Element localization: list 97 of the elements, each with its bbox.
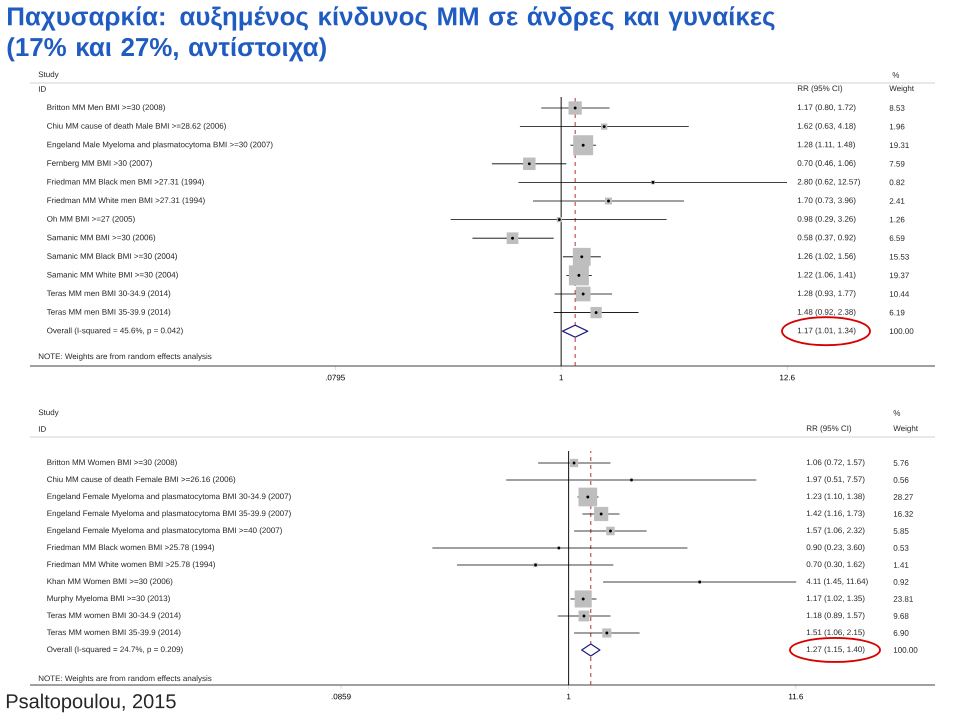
annotation: 0.56 (894, 477, 908, 483)
annotation: 0.70 (0.30, 1.62) (806, 561, 864, 569)
y-tick-label: Murphy Myeloma BMI >=30 (2013) (47, 595, 170, 603)
annotation: 1.22 (1.06, 1.41) (798, 272, 856, 280)
annotation: 8.53 (890, 105, 904, 111)
annotation: 6.59 (890, 235, 904, 242)
annotation: 1.26 (1.02, 1.56) (798, 253, 856, 261)
annotation: 100.00 (890, 328, 914, 334)
annotation: 1.17 (0.80, 1.72) (798, 104, 856, 112)
annotation: 1.28 (0.93, 1.77) (798, 290, 856, 298)
annotation: 0.53 (894, 545, 908, 551)
annotation: 7.59 (890, 160, 904, 167)
annotation: 5.76 (894, 460, 908, 466)
annotation: 6.19 (890, 310, 904, 316)
point (576, 286, 591, 302)
text: Weight (889, 85, 914, 93)
y-tick-label: Engeland Male Myeloma and plasmatocytoma BMI >=30 (2007) (47, 141, 273, 149)
annotation: 1.62 (0.63, 4.18) (798, 122, 856, 130)
text: Study (38, 71, 59, 79)
annotation: 4.11 (1.45, 11.64) (806, 578, 868, 586)
annotation: NOTE: Weights are from random effects analysis (38, 675, 212, 683)
annotation: 100.00 (894, 647, 918, 653)
annotation: 10.44 (890, 291, 910, 297)
annotation: 1.96 (890, 124, 904, 130)
y-tick-label: Teras MM men BMI 30-34.9 (2014) (46, 290, 170, 298)
y-tick-label: Oh MM BMI >=27 (2005) (47, 216, 135, 224)
annotation: 0.70 (0.46, 1.06) (798, 160, 856, 168)
annotation: 0.98 (0.29, 3.26) (798, 216, 856, 224)
annotation: 1.51 (1.06, 2.15) (806, 629, 864, 637)
y-tick-label: Overall (I-squared = 24.7%, p = 0.209) (47, 646, 183, 654)
annotation: 9.68 (894, 613, 908, 619)
y-tick-label: Chiu MM cause of death Male BMI >=28.62 (2006) (47, 122, 226, 130)
annotation: 1.57 (1.06, 2.32) (806, 527, 864, 535)
y-tick-label: Samanic MM White BMI >=30 (2004) (47, 272, 178, 280)
y-tick-label: Engeland Female Myeloma and plasmatocytoma BMI 30-34.9 (2007) (47, 493, 291, 501)
annotation: 1.28 (1.11, 1.48) (798, 141, 855, 149)
annotation: 6.90 (894, 630, 909, 636)
annotation: 1.70 (0.73, 3.96) (798, 197, 856, 205)
text: Study (38, 409, 59, 417)
annotation: 1.42 (1.16, 1.73) (806, 510, 864, 518)
annotation: 1.97 (0.51, 7.57) (806, 476, 864, 484)
y-tick-label: Friedman MM Black men BMI >27.31 (1994) (47, 178, 204, 186)
x-tick-label: 1 (567, 694, 570, 700)
annotation: 23.81 (894, 596, 913, 602)
x-tick-label: 11.6 (789, 694, 804, 700)
annotation: 0.92 (894, 579, 908, 585)
annotation: 19.37 (890, 272, 909, 278)
y-tick-label: Friedman MM Black women BMI >25.78 (1994) (47, 544, 214, 552)
annotation: 1.06 (0.72, 1.57) (806, 459, 864, 467)
y-tick-label: Teras MM men BMI 35-39.9 (2014) (46, 308, 170, 316)
y-tick-label: Samanic MM BMI >=30 (2006) (47, 234, 156, 242)
text: % (894, 410, 900, 416)
annotation: 1.48 (0.92, 2.38) (798, 308, 856, 316)
annotation: 5.85 (894, 528, 909, 534)
text: ID (38, 426, 46, 432)
y-tick-label: Engeland Female Myeloma and plasmatocytoma BMI >=40 (2007) (47, 527, 282, 535)
x-tick-label: .0795 (326, 374, 345, 380)
x-tick-label: 12.6 (780, 374, 795, 380)
x-tick-label: .0859 (332, 694, 351, 700)
annotation: 1.41 (894, 562, 908, 568)
annotation: 0.82 (890, 180, 904, 186)
annotation: 16.32 (894, 511, 913, 517)
y-tick-label: Khan MM Women BMI >=30 (2006) (47, 578, 172, 586)
annotation: 1.26 (890, 216, 904, 222)
y-tick-label: Samanic MM Black BMI >=30 (2004) (47, 253, 177, 261)
y-tick-label: Teras MM women BMI 35-39.9 (2014) (46, 629, 180, 637)
annotation: 1.17 (1.02, 1.35) (806, 595, 864, 603)
annotation: 1.23 (1.10, 1.38) (806, 493, 864, 501)
text: RR (95% CI) (806, 425, 852, 433)
x-tick-label: 1 (560, 374, 563, 380)
text: RR (95% CI) (798, 85, 842, 93)
chart-title: Παχυσαρκία: αυξημένος κίνδυνος ΜΜ σε άνδρες και γυναίκες (17% και 27%, αντίστοιχα) (8, 6, 775, 62)
annotation: 15.53 (890, 254, 909, 260)
y-tick-label: Overall (I-squared = 45.6%, p = 0.042) (47, 327, 183, 335)
y-tick-label: Friedman MM White men BMI >27.31 (1994) (47, 197, 205, 205)
point (568, 101, 582, 115)
y-tick-label: Fernberg MM BMI >30 (2007) (47, 160, 152, 168)
annotation: NOTE: Weights are from random effects analysis (38, 353, 212, 361)
text: Psaltopoulou, 2015 (6, 694, 176, 712)
y-tick-label: Engeland Female Myeloma and plasmatocytoma BMI 35-39.9 (2007) (47, 510, 291, 518)
annotation: 0.58 (0.37, 0.92) (798, 234, 856, 242)
annotation: 2.80 (0.62, 12.57) (798, 178, 860, 186)
annotation: 28.27 (894, 494, 913, 500)
text: Weight (893, 425, 918, 433)
y-tick-label: Britton MM Women BMI >=30 (2008) (47, 459, 177, 467)
y-tick-label: Teras MM women BMI 30-34.9 (2014) (46, 612, 180, 620)
annotation: 19.31 (890, 142, 909, 148)
annotation: 2.41 (890, 198, 904, 204)
annotation: 1.18 (0.89, 1.57) (806, 612, 864, 620)
y-tick-label: Britton MM Men BMI >=30 (2008) (47, 104, 165, 112)
text: ID (38, 86, 46, 92)
annotation: 1.17 (1.01, 1.34) (798, 327, 856, 335)
y-tick-label: Chiu MM cause of death Female BMI >=26.16 (2006) (47, 476, 236, 484)
y-tick-label: Friedman MM White women BMI >25.78 (1994) (47, 561, 215, 569)
annotation: 0.90 (0.23, 3.60) (806, 544, 864, 552)
annotation: 1.27 (1.15, 1.40) (806, 646, 864, 654)
text: % (892, 72, 900, 78)
